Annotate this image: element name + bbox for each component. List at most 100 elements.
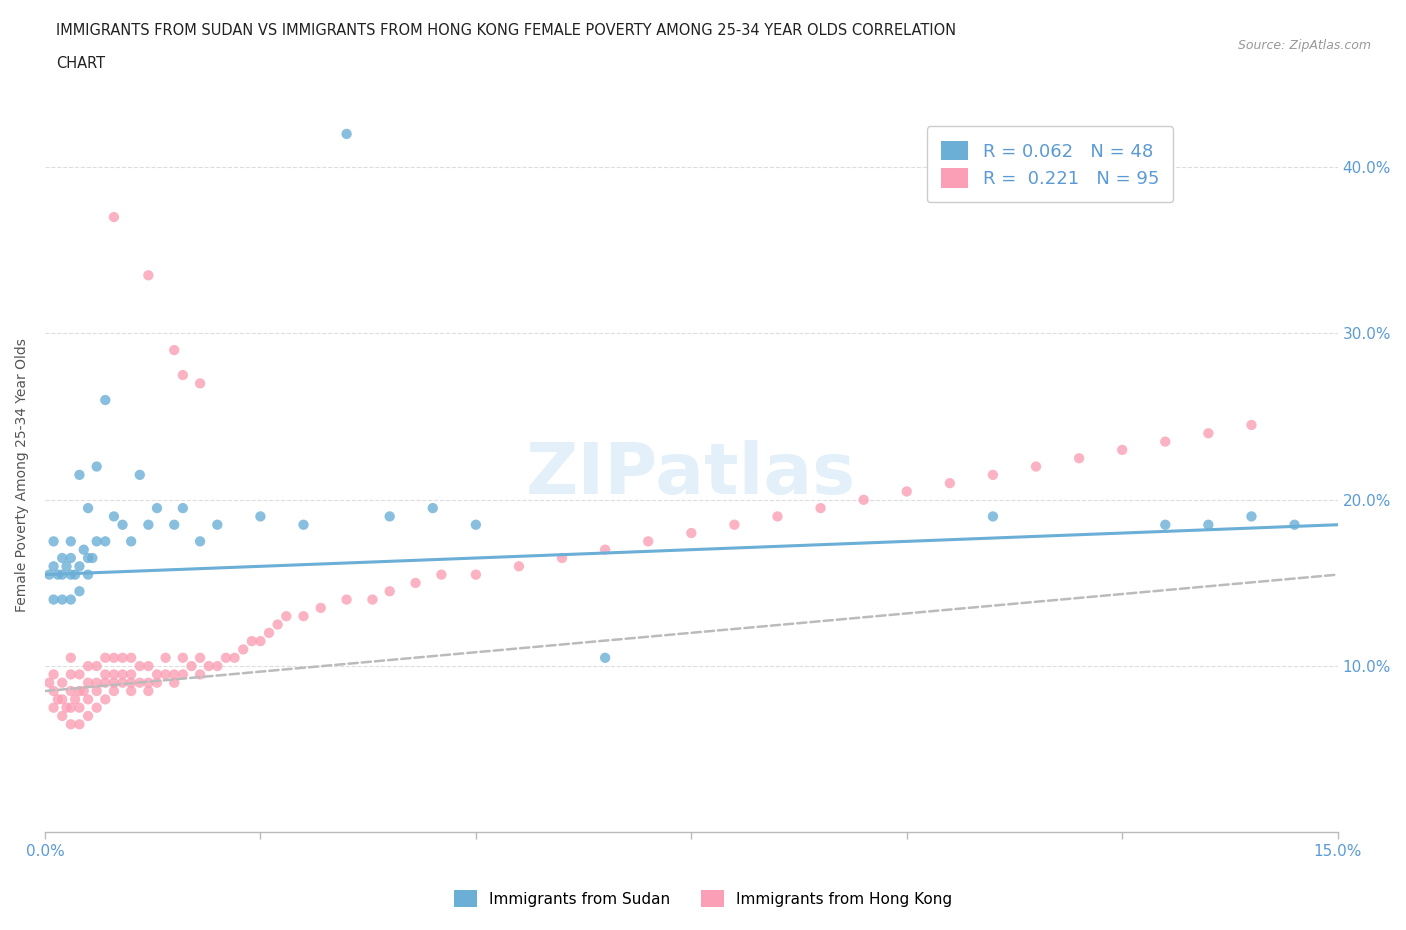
Point [111,667,134,682]
Point [292,517,315,532]
Point [128,468,150,483]
Point [681,525,703,540]
Point [138,658,160,673]
Point [120,534,142,549]
Point [59,650,82,665]
Point [163,342,186,357]
Point [103,650,125,665]
Point [188,667,211,682]
Point [551,551,574,565]
Point [120,667,142,682]
Point [172,650,194,665]
Point [77,658,100,673]
Point [155,667,177,682]
Text: ZIPatlas: ZIPatlas [526,440,856,510]
Point [59,700,82,715]
Point [1154,434,1177,449]
Point [86,675,108,690]
Point [163,517,186,532]
Point [69,584,91,599]
Point [292,609,315,624]
Point [172,667,194,682]
Point [128,658,150,673]
Point [94,667,117,682]
Point [249,509,271,524]
Point [51,592,73,607]
Point [361,592,384,607]
Point [172,367,194,382]
Point [1240,418,1263,432]
Point [42,700,65,715]
Point [766,509,789,524]
Point [146,500,169,515]
Point [336,592,359,607]
Point [111,675,134,690]
Point [120,684,142,698]
Point [59,592,82,607]
Point [593,542,616,557]
Point [103,675,125,690]
Point [1284,517,1306,532]
Point [86,459,108,474]
Point [42,684,65,698]
Point [59,534,82,549]
Point [111,650,134,665]
Text: IMMIGRANTS FROM SUDAN VS IMMIGRANTS FROM HONG KONG FEMALE POVERTY AMONG 25-34 YE: IMMIGRANTS FROM SUDAN VS IMMIGRANTS FROM… [56,23,956,38]
Point [103,209,125,224]
Point [128,675,150,690]
Point [59,551,82,565]
Point [94,692,117,707]
Point [77,500,100,515]
Point [77,567,100,582]
Point [378,509,401,524]
Point [138,268,160,283]
Point [430,567,453,582]
Point [77,551,100,565]
Point [51,551,73,565]
Point [120,650,142,665]
Point [86,684,108,698]
Point [69,468,91,483]
Point [981,468,1004,483]
Text: CHART: CHART [56,56,105,71]
Point [86,700,108,715]
Point [59,567,82,582]
Point [405,576,427,591]
Point [146,675,169,690]
Point [55,559,77,574]
Point [1240,509,1263,524]
Point [138,684,160,698]
Point [69,667,91,682]
Point [215,650,238,665]
Point [207,658,229,673]
Point [138,675,160,690]
Point [51,567,73,582]
Point [163,667,186,682]
Point [1197,517,1219,532]
Point [981,509,1004,524]
Point [73,542,96,557]
Point [852,492,875,507]
Point [59,667,82,682]
Point [86,658,108,673]
Point [180,658,202,673]
Point [172,500,194,515]
Point [38,675,60,690]
Point [207,517,229,532]
Point [59,717,82,732]
Point [42,534,65,549]
Point [1197,426,1219,441]
Point [63,567,86,582]
Point [42,592,65,607]
Point [69,700,91,715]
Point [637,534,659,549]
Point [810,500,832,515]
Point [94,650,117,665]
Point [55,700,77,715]
Point [46,567,69,582]
Point [939,476,962,491]
Point [38,567,60,582]
Point [46,692,69,707]
Point [51,675,73,690]
Point [188,534,211,549]
